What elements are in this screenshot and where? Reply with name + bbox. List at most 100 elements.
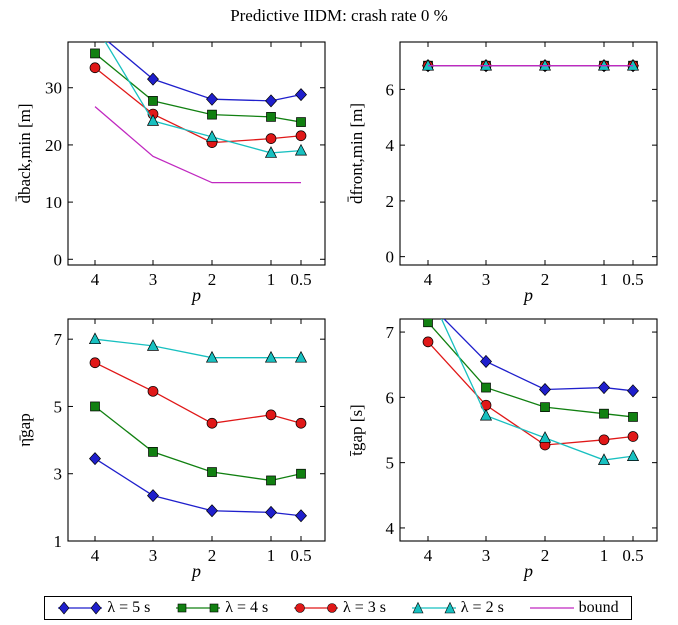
chart-panel-1: 0 10 20 30 4 3 2 1 0.5 p d̄back,min [m] — [15, 19, 326, 305]
series-line-lambda5 — [107, 42, 302, 102]
series-line-lambda5 — [443, 319, 634, 392]
data-point-lambda2 — [294, 350, 308, 363]
x-axis-label: p — [190, 561, 201, 581]
data-point-lambda5 — [627, 384, 639, 398]
data-point-lambda4 — [481, 382, 491, 393]
chart-figure: 0 10 20 30 4 3 2 1 0.5 p d̄back,min [m] 0 2 4 6 4 3 2 1 0.5… — [15, 19, 658, 581]
y-tick-label: 4 — [386, 519, 395, 538]
data-point-lambda4 — [540, 402, 550, 412]
x-tick-label: 1 — [267, 546, 276, 565]
figure-title: Predictive IIDM: crash rate 0 % — [230, 6, 448, 25]
data-point-lambda5 — [89, 452, 101, 466]
data-point-lambda5 — [539, 382, 551, 397]
y-axis-label: t̄gap [s] — [347, 404, 366, 456]
data-point-lambda4 — [628, 412, 638, 422]
y-tick-label: 3 — [54, 465, 63, 484]
plot-frame — [67, 41, 326, 266]
legend-item-lambda3: λ = 3 s — [293, 599, 386, 617]
data-point-lambda5 — [295, 88, 307, 102]
x-tick-label: 0.5 — [290, 270, 311, 289]
data-point-lambda3 — [598, 434, 610, 446]
data-point-lambda2 — [538, 58, 552, 71]
data-point-lambda3 — [295, 417, 307, 429]
data-point-lambda3 — [89, 62, 101, 74]
x-tick-label: 0.5 — [290, 546, 311, 565]
y-tick-label: 4 — [386, 136, 395, 155]
data-point-lambda4 — [296, 117, 306, 127]
y-axis-label: d̄front,min [m] — [347, 103, 366, 204]
data-point-lambda2 — [538, 431, 552, 443]
data-point-lambda2 — [146, 339, 160, 351]
chart-panel-4: 4 5 6 7 4 3 2 1 0.5 p t̄gap [s] — [347, 297, 658, 581]
data-point-lambda2 — [479, 58, 493, 71]
data-point-lambda2 — [597, 453, 611, 465]
y-axis-label: η̄gap — [15, 413, 34, 446]
data-point-lambda3 — [422, 336, 434, 348]
data-point-lambda4 — [423, 319, 433, 328]
x-tick-label: 1 — [600, 546, 609, 565]
data-point-lambda3 — [206, 417, 218, 429]
data-point-lambda2 — [264, 350, 278, 363]
data-point-lambda5 — [480, 354, 492, 368]
x-axis-label: p — [522, 561, 533, 581]
legend: λ = 5 s λ = 4 s λ = 3 s λ = 2 s bound — [44, 596, 632, 620]
series-line-bound — [94, 106, 301, 184]
data-point-lambda2 — [205, 350, 219, 363]
data-point-lambda4 — [90, 401, 100, 412]
legend-label-bound: bound — [578, 599, 619, 616]
data-point-lambda2 — [264, 146, 278, 158]
x-tick-label: 3 — [482, 270, 491, 289]
data-point-lambda2 — [597, 58, 611, 71]
data-point-lambda5 — [147, 489, 159, 503]
series-line-lambda4 — [427, 321, 634, 418]
legend-item-lambda2: λ = 2 s — [411, 599, 504, 617]
legend-label-lambda3: λ = 3 s — [342, 599, 386, 616]
y-axis-label: d̄back,min [m] — [15, 103, 34, 203]
y-tick-label: 10 — [45, 193, 62, 212]
legend-label-lambda4: λ = 4 s — [225, 599, 269, 616]
chart-panel-3: 1 3 5 7 4 3 2 1 0.5 p η̄gap — [15, 318, 326, 581]
x-tick-label: 1 — [600, 270, 609, 289]
legend-item-bound: bound — [529, 599, 619, 617]
legend-marker-lambda4 — [176, 603, 221, 613]
y-tick-label: 2 — [386, 192, 395, 211]
data-point-lambda3 — [295, 130, 307, 142]
data-point-lambda4 — [266, 112, 276, 122]
data-point-lambda2 — [479, 408, 493, 421]
x-tick-label: 1 — [267, 270, 276, 289]
chart-panel-2: 0 2 4 6 4 3 2 1 0.5 p d̄front,min [m] — [347, 41, 658, 305]
series-line-lambda4 — [94, 52, 302, 123]
data-point-lambda5 — [423, 297, 434, 309]
x-tick-label: 4 — [424, 546, 433, 565]
data-point-lambda5 — [206, 504, 218, 518]
data-point-lambda2 — [146, 114, 160, 126]
data-point-lambda4 — [296, 468, 306, 479]
data-point-lambda5 — [265, 505, 277, 519]
y-tick-label: 0 — [386, 248, 395, 267]
y-tick-label: 6 — [386, 80, 395, 99]
legend-marker-bound — [529, 607, 574, 609]
data-point-lambda2 — [205, 130, 219, 142]
legend-label-lambda5: λ = 5 s — [107, 599, 151, 616]
data-point-lambda4 — [266, 475, 276, 486]
data-point-lambda2 — [626, 58, 640, 71]
x-tick-label: 0.5 — [622, 270, 643, 289]
data-point-lambda4 — [148, 96, 158, 106]
y-tick-label: 5 — [386, 454, 395, 473]
data-point-lambda3 — [147, 385, 159, 397]
x-tick-label: 4 — [424, 270, 433, 289]
data-point-lambda2 — [626, 449, 640, 461]
y-tick-label: 30 — [45, 79, 62, 98]
legend-label-lambda2: λ = 2 s — [460, 599, 504, 616]
x-tick-label: 0.5 — [622, 546, 643, 565]
plot-frame — [399, 41, 658, 266]
y-tick-label: 1 — [54, 532, 63, 551]
data-point-lambda4 — [148, 447, 158, 457]
plot-frame — [67, 318, 326, 542]
data-point-lambda2 — [90, 19, 101, 30]
x-axis-label: p — [190, 285, 201, 305]
x-tick-label: 2 — [541, 270, 550, 289]
data-point-lambda3 — [265, 409, 277, 421]
data-point-lambda2 — [294, 143, 308, 156]
x-tick-label: 3 — [482, 546, 491, 565]
